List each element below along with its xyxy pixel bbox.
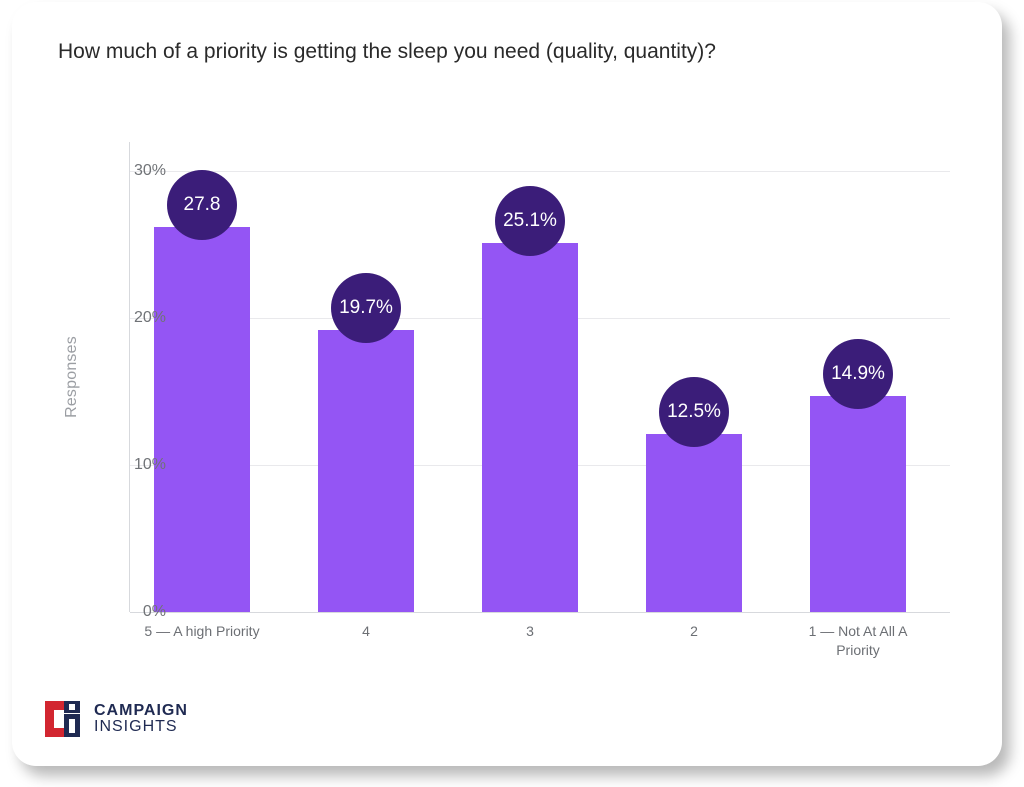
campaign-insights-logo-icon — [42, 698, 84, 740]
bar — [810, 396, 906, 612]
y-tick-label: 10% — [106, 456, 166, 474]
x-category-label: 1 — Not At All A Priority — [798, 622, 918, 660]
brand-logo-line1: CAMPAIGN — [94, 703, 188, 719]
y-axis-line — [129, 142, 130, 612]
bar — [482, 243, 578, 612]
x-category-label: 5 — A high Priority — [142, 622, 262, 641]
y-tick-label: 0% — [106, 603, 166, 621]
bar — [646, 434, 742, 612]
brand-logo-text: CAMPAIGN INSIGHTS — [94, 703, 188, 735]
value-bubble: 14.9% — [823, 339, 893, 409]
chart-card: How much of a priority is getting the sl… — [12, 2, 1002, 766]
brand-logo-line2: INSIGHTS — [94, 719, 188, 735]
brand-logo: CAMPAIGN INSIGHTS — [42, 698, 188, 740]
bar — [318, 330, 414, 612]
chart-title: How much of a priority is getting the sl… — [58, 40, 716, 64]
value-bubble: 25.1% — [495, 186, 565, 256]
plot-area: 27.8 19.7% 25.1% 12.5% 14.9% — [130, 142, 950, 612]
value-bubble: 19.7% — [331, 273, 401, 343]
x-category-label: 2 — [634, 622, 754, 641]
value-bubble: 12.5% — [659, 377, 729, 447]
x-axis-line — [130, 612, 950, 613]
x-category-label: 4 — [306, 622, 426, 641]
x-category-label: 3 — [470, 622, 590, 641]
y-axis-title: Responses — [63, 336, 81, 418]
value-bubble: 27.8 — [167, 170, 237, 240]
y-tick-label: 20% — [106, 309, 166, 327]
bars-layer: 27.8 19.7% 25.1% 12.5% 14.9% — [130, 142, 950, 612]
bar — [154, 227, 250, 612]
y-tick-label: 30% — [106, 162, 166, 180]
